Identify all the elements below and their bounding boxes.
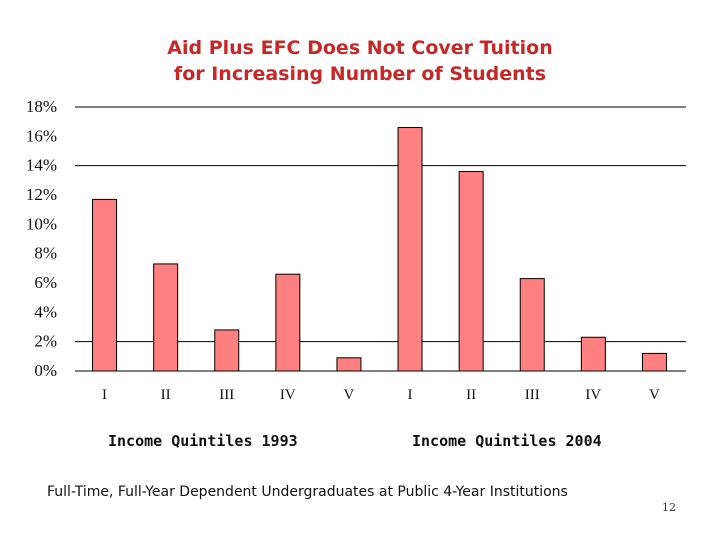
y-tick-label: 12% xyxy=(26,185,57,204)
bar xyxy=(458,171,484,372)
bar xyxy=(641,352,667,372)
x-tick-label: III xyxy=(525,387,540,403)
chart-title-line-1: Aid Plus EFC Does Not Cover Tuition xyxy=(167,37,553,59)
x-tick-label: I xyxy=(408,387,413,403)
y-tick-label: 18% xyxy=(26,97,57,116)
bar xyxy=(397,127,423,372)
x-tick-label: II xyxy=(466,387,476,403)
x-tick-label: III xyxy=(219,387,234,403)
bar xyxy=(580,336,606,372)
bar xyxy=(336,357,362,372)
bar xyxy=(519,278,545,372)
chart-title-line-2: for Increasing Number of Students xyxy=(173,63,547,85)
x-tick-label: IV xyxy=(585,387,601,403)
x-tick-label: V xyxy=(344,387,355,403)
group-label-1993: Income Quintiles 1993 xyxy=(108,432,298,450)
slide-number: 12 xyxy=(662,501,676,514)
y-tick-label: 8% xyxy=(34,244,57,263)
x-tick-label: V xyxy=(649,387,660,403)
y-tick-label: 14% xyxy=(26,156,57,175)
y-tick-label: 16% xyxy=(26,126,57,145)
y-tick-label: 6% xyxy=(34,273,57,292)
y-tick-label: 4% xyxy=(34,302,57,321)
x-tick-label: II xyxy=(161,387,171,403)
bar xyxy=(214,329,240,372)
y-tick-label: 0% xyxy=(34,361,57,380)
bar xyxy=(275,273,301,372)
bar xyxy=(153,263,179,372)
y-tick-label: 10% xyxy=(26,214,57,233)
x-tick-label: I xyxy=(102,387,107,403)
chart-title: Aid Plus EFC Does Not Cover Tuition for … xyxy=(0,35,720,87)
group-label-2004: Income Quintiles 2004 xyxy=(412,432,602,450)
y-tick-label: 2% xyxy=(34,332,57,351)
footnote: Full-Time, Full-Year Dependent Undergrad… xyxy=(47,484,568,500)
bar xyxy=(92,198,118,372)
x-tick-label: IV xyxy=(280,387,296,403)
